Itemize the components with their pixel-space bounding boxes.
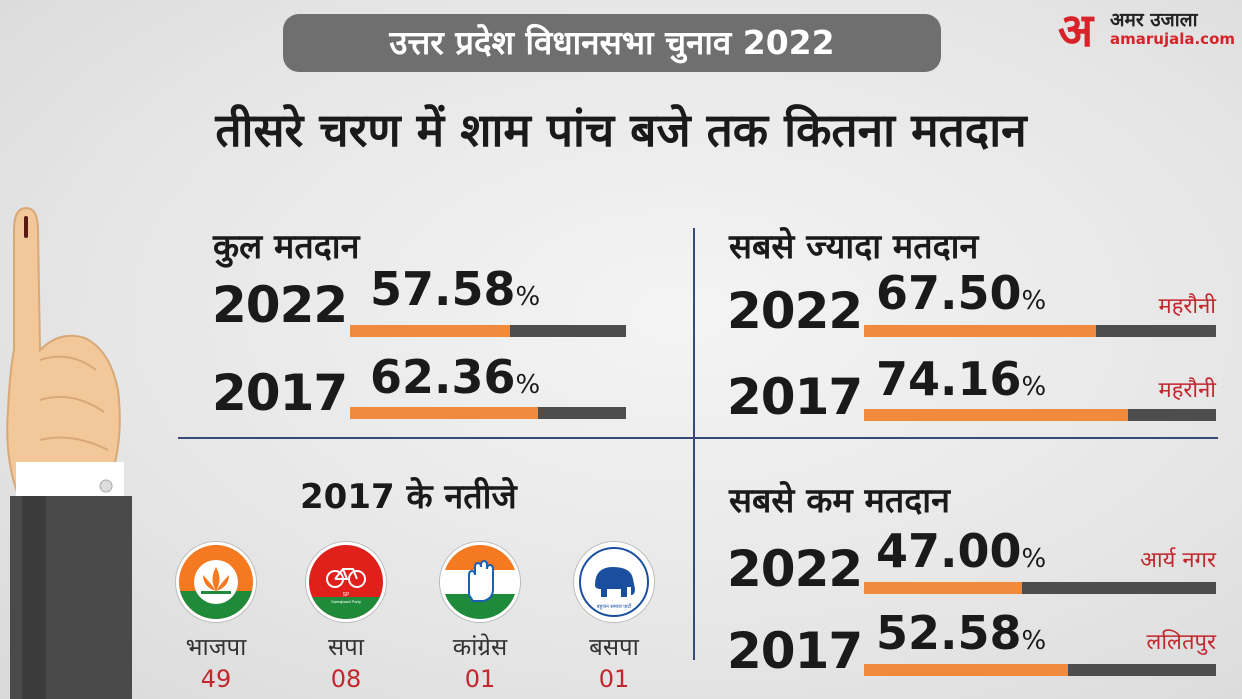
lowest-year-2022: 2022 — [727, 540, 863, 598]
party-sp: SP Samajwadi Party सपा 08 — [286, 542, 406, 693]
total-turnout-title: कुल मतदान — [213, 227, 360, 267]
bsp-logo-text: बहुजन समाज पार्टी — [597, 603, 632, 610]
party-congress: कांग्रेस 01 — [420, 542, 540, 693]
total-year-2022: 2022 — [212, 276, 348, 334]
lowest-place-2022: आर्य नगर — [1140, 548, 1216, 573]
total-year-2017: 2017 — [212, 364, 348, 422]
lowest-year-2017: 2017 — [727, 622, 863, 680]
highest-place-2017: महरौनी — [1158, 378, 1216, 403]
highest-place-2022: महरौनी — [1158, 294, 1216, 319]
party-seats: 01 — [464, 665, 496, 693]
total-value-2017: 62.36% — [370, 350, 541, 404]
party-name: कांग्रेस — [452, 633, 508, 661]
highest-year-2017: 2017 — [727, 368, 863, 426]
party-bjp: भाजपा 49 — [156, 542, 276, 693]
lowest-place-2017: ललितपुर — [1146, 630, 1216, 655]
elephant-icon: बहुजन समाज पार्टी — [574, 542, 654, 622]
party-seats: 01 — [598, 665, 630, 693]
party-seats: 49 — [200, 665, 232, 693]
vertical-divider — [693, 228, 695, 660]
total-bar-2017 — [350, 407, 626, 419]
total-value-2022: 57.58% — [370, 262, 541, 316]
highest-bar-2022 — [864, 325, 1216, 337]
lotus-icon — [176, 542, 256, 622]
sp-logo-abbr: SP — [343, 592, 350, 598]
brand-domain: amarujala.com — [1110, 30, 1236, 48]
hand-icon — [440, 542, 520, 622]
results-2017-title: 2017 के नतीजे — [300, 477, 517, 517]
highest-value-2022: 67.50% — [876, 266, 1047, 320]
total-bar-2022 — [350, 325, 626, 337]
highest-turnout-title: सबसे ज्यादा मतदान — [729, 227, 979, 267]
horizontal-divider — [178, 437, 1218, 439]
lowest-bar-2017 — [864, 664, 1216, 676]
party-name: सपा — [327, 633, 365, 661]
party-name: भाजपा — [185, 633, 247, 661]
highest-value-2017: 74.16% — [876, 352, 1047, 406]
highest-bar-2017 — [864, 409, 1216, 421]
brand-name: अमर उजाला — [1110, 9, 1198, 31]
sp-logo-text: Samajwadi Party — [331, 599, 361, 604]
lowest-bar-2022 — [864, 582, 1216, 594]
lowest-value-2017: 52.58% — [876, 606, 1047, 660]
election-title-pill: उत्तर प्रदेश विधानसभा चुनाव 2022 — [283, 14, 941, 72]
page-title: तीसरे चरण में शाम पांच बजे तक कितना मतदा… — [215, 103, 1027, 157]
party-seats: 08 — [330, 665, 362, 693]
party-bsp: बहुजन समाज पार्टी बसपा 01 — [554, 542, 674, 693]
lowest-turnout-title: सबसे कम मतदान — [729, 481, 950, 521]
highest-year-2022: 2022 — [727, 282, 863, 340]
party-name: बसपा — [589, 633, 639, 661]
voting-finger-illustration — [6, 206, 132, 699]
amar-ujala-logo: अ अमर उजाला amarujala.com — [1058, 3, 1238, 57]
lowest-value-2022: 47.00% — [876, 524, 1047, 578]
bicycle-icon: SP Samajwadi Party — [306, 542, 386, 622]
brand-letter: अ — [1058, 3, 1094, 57]
